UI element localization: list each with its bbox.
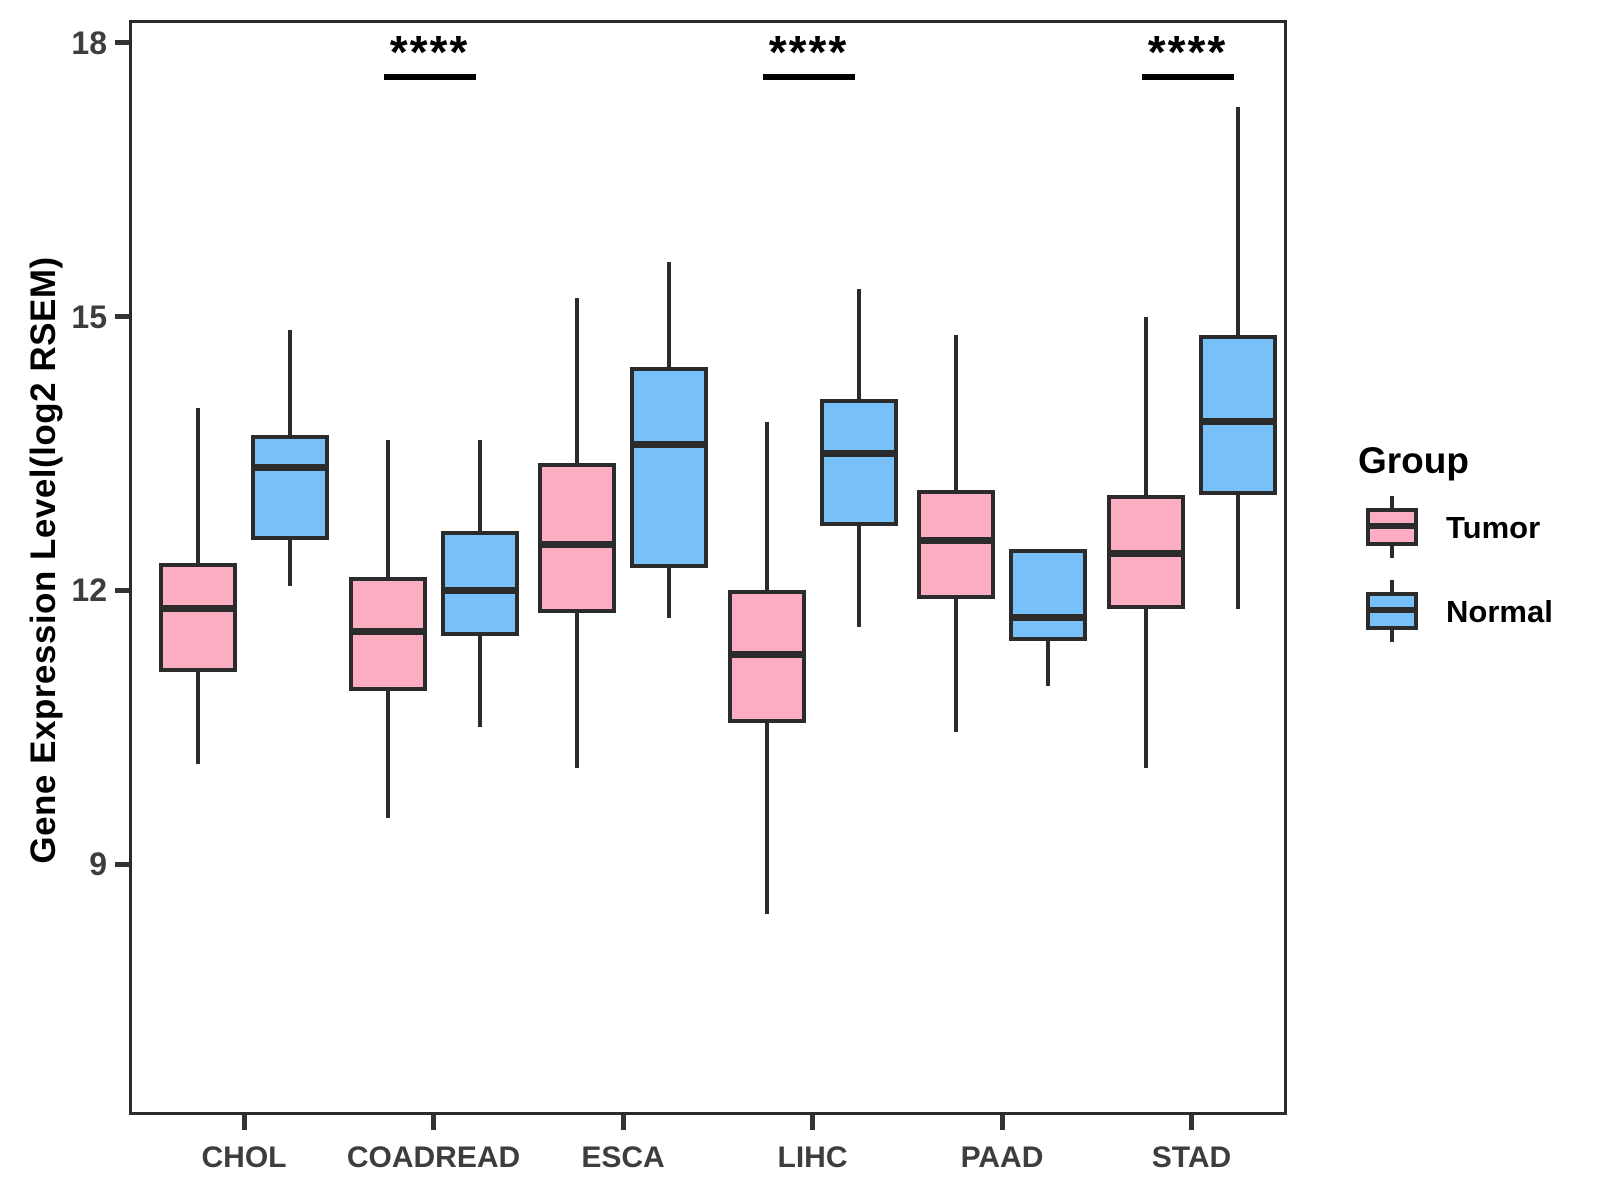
x-tick-mark: [999, 1115, 1005, 1130]
y-axis-title: Gene Expression Level(log2 RSEM): [24, 256, 63, 864]
y-tick-mark: [115, 314, 129, 320]
significance-asterisks: ****: [768, 26, 849, 78]
median-line: [1009, 614, 1087, 622]
box-upper-whisker: [667, 261, 671, 367]
box-lower-whisker: [764, 722, 769, 915]
y-tick-mark: [115, 40, 129, 46]
y-tick-label: 15: [71, 298, 107, 335]
x-tick-mark: [620, 1115, 626, 1130]
box-upper-whisker: [575, 298, 579, 463]
box-upper-whisker: [477, 439, 482, 531]
box-upper-whisker: [764, 421, 769, 591]
box-normal-lihc: [819, 398, 898, 527]
x-tick-mark: [1189, 1115, 1194, 1130]
median-line: [159, 605, 237, 613]
box-upper-whisker: [856, 289, 861, 399]
box-upper-whisker: [385, 439, 390, 577]
x-tick-label: COADREAD: [346, 1141, 521, 1174]
box-upper-whisker: [1143, 316, 1148, 495]
plot-panel: [129, 20, 1287, 1115]
box-tumor-paad: [917, 489, 995, 600]
box-upper-whisker: [288, 330, 292, 436]
x-tick-mark: [241, 1115, 247, 1130]
box-tumor-chol: [159, 562, 237, 673]
legend-label-tumor: Tumor: [1446, 510, 1541, 545]
box-normal-paad: [1009, 549, 1087, 641]
median-line: [630, 440, 708, 448]
y-tick-label: 12: [71, 572, 107, 609]
y-tick-mark: [115, 861, 129, 867]
tumor-boxplot-swatch-icon: [1366, 496, 1418, 558]
median-line: [727, 650, 806, 658]
significance-bar: [762, 74, 855, 80]
x-tick-mark: [431, 1115, 436, 1130]
box-lower-whisker: [385, 690, 390, 819]
median-line: [819, 449, 898, 457]
legend: Group Tumor Normal: [1330, 440, 1590, 650]
median-line: [251, 463, 329, 471]
box-lower-whisker: [288, 540, 292, 586]
box-lower-whisker: [954, 599, 958, 732]
median-line: [917, 536, 995, 544]
significance-bar: [1141, 74, 1234, 80]
box-upper-whisker: [1235, 106, 1240, 335]
box-lower-whisker: [1235, 494, 1240, 609]
legend-item-normal: Normal: [1330, 580, 1590, 650]
y-tick-label: 9: [89, 846, 107, 883]
significance-asterisks: ****: [1147, 26, 1228, 78]
median-line: [538, 541, 616, 549]
box-normal-esca: [630, 366, 708, 568]
box-lower-whisker: [1143, 608, 1148, 769]
x-tick-label: STAD: [1151, 1141, 1232, 1174]
box-lower-whisker: [1046, 640, 1050, 687]
legend-title: Group: [1358, 440, 1469, 481]
x-tick-label: LIHC: [777, 1141, 848, 1174]
box-upper-whisker: [196, 407, 200, 563]
x-tick-label: PAAD: [960, 1141, 1044, 1174]
significance-asterisks: ****: [389, 26, 470, 78]
x-tick-label: ESCA: [581, 1141, 665, 1174]
y-tick-label: 18: [71, 24, 107, 61]
median-line: [440, 586, 519, 594]
normal-boxplot-swatch-icon: [1366, 580, 1418, 642]
legend-item-tumor: Tumor: [1330, 496, 1590, 566]
box-upper-whisker: [954, 334, 958, 490]
box-lower-whisker: [575, 613, 579, 769]
box-lower-whisker: [477, 635, 482, 728]
box-normal-stad: [1198, 334, 1277, 495]
box-tumor-esca: [538, 462, 616, 614]
legend-label-normal: Normal: [1446, 594, 1553, 629]
median-line: [1198, 418, 1277, 425]
box-normal-chol: [251, 435, 329, 541]
box-lower-whisker: [856, 526, 861, 627]
median-line: [1106, 550, 1185, 558]
box-lower-whisker: [196, 672, 200, 764]
box-lower-whisker: [667, 567, 671, 618]
x-tick-mark: [810, 1115, 815, 1130]
median-line: [348, 627, 427, 635]
y-tick-mark: [115, 587, 129, 593]
box-normal-coadread: [440, 531, 519, 636]
x-tick-label: CHOL: [201, 1141, 287, 1174]
significance-bar: [383, 74, 476, 80]
